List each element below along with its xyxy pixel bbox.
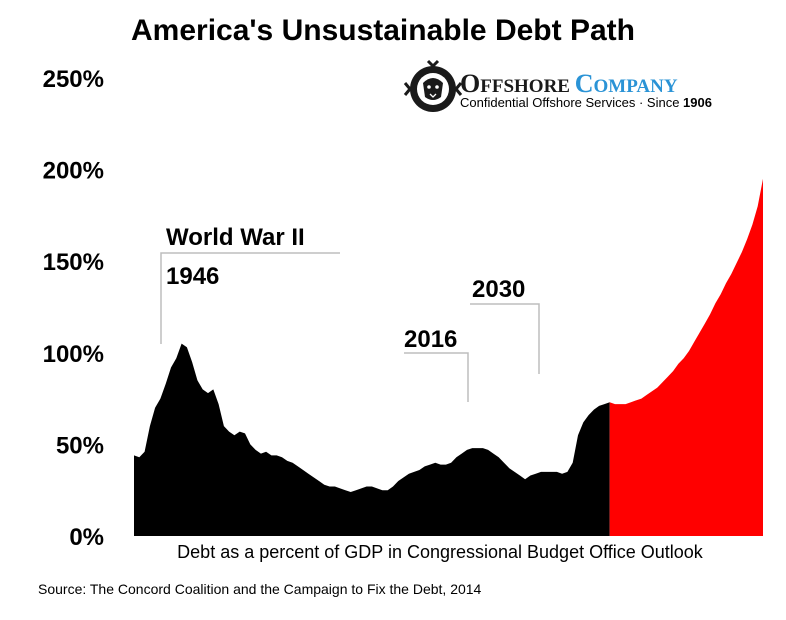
logo-tagline-text: Confidential Offshore Services · Since: [460, 95, 683, 110]
annotation-world-war-ii: World War II: [166, 224, 305, 251]
logo-tagline: Confidential Offshore Services · Since 1…: [460, 95, 712, 110]
annotation-1946: 1946: [166, 263, 219, 290]
annotation-2016: 2016: [404, 326, 457, 353]
y-tick-label: 150%: [43, 249, 104, 276]
logo-year: 1906: [683, 95, 712, 110]
logo-name-c: C: [575, 69, 594, 98]
logo-name-ompany: OMPANY: [594, 76, 678, 97]
y-tick-label: 100%: [43, 341, 104, 368]
y-axis-ticks: 0% 50% 100% 150% 200% 250%: [43, 66, 104, 551]
y-tick-label: 250%: [43, 66, 104, 93]
lion-logo-icon: [403, 59, 463, 112]
chart-caption: Debt as a percent of GDP in Congressiona…: [177, 542, 704, 562]
chart-source: Source: The Concord Coalition and the Ca…: [38, 581, 482, 597]
leader-2016: [404, 352, 469, 402]
leader-2030: [470, 303, 540, 374]
y-tick-label: 200%: [43, 158, 104, 185]
y-tick-label: 50%: [56, 432, 104, 459]
logo-name-o: O: [460, 69, 480, 98]
leader-ww2: [160, 252, 340, 344]
logo-name: OFFSHORE COMPANY: [460, 69, 678, 98]
chart-title: America's Unsustainable Debt Path: [131, 14, 635, 47]
area-projected: [609, 178, 763, 537]
offshore-company-logo: OFFSHORE COMPANY Confidential Offshore S…: [403, 59, 712, 112]
logo-name-ffshore: FFSHORE: [480, 76, 574, 97]
area-historical: [134, 343, 610, 536]
annotation-leaders: [160, 252, 540, 402]
series-group: [134, 178, 763, 537]
annotation-2030: 2030: [472, 276, 525, 303]
y-tick-label: 0%: [69, 524, 104, 551]
